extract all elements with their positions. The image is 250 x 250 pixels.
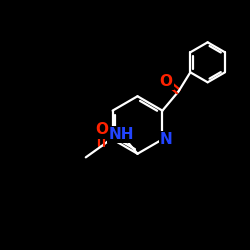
Text: N: N [160,132,172,147]
Text: O: O [95,122,108,137]
Text: NH: NH [109,127,134,142]
Text: O: O [160,74,172,88]
